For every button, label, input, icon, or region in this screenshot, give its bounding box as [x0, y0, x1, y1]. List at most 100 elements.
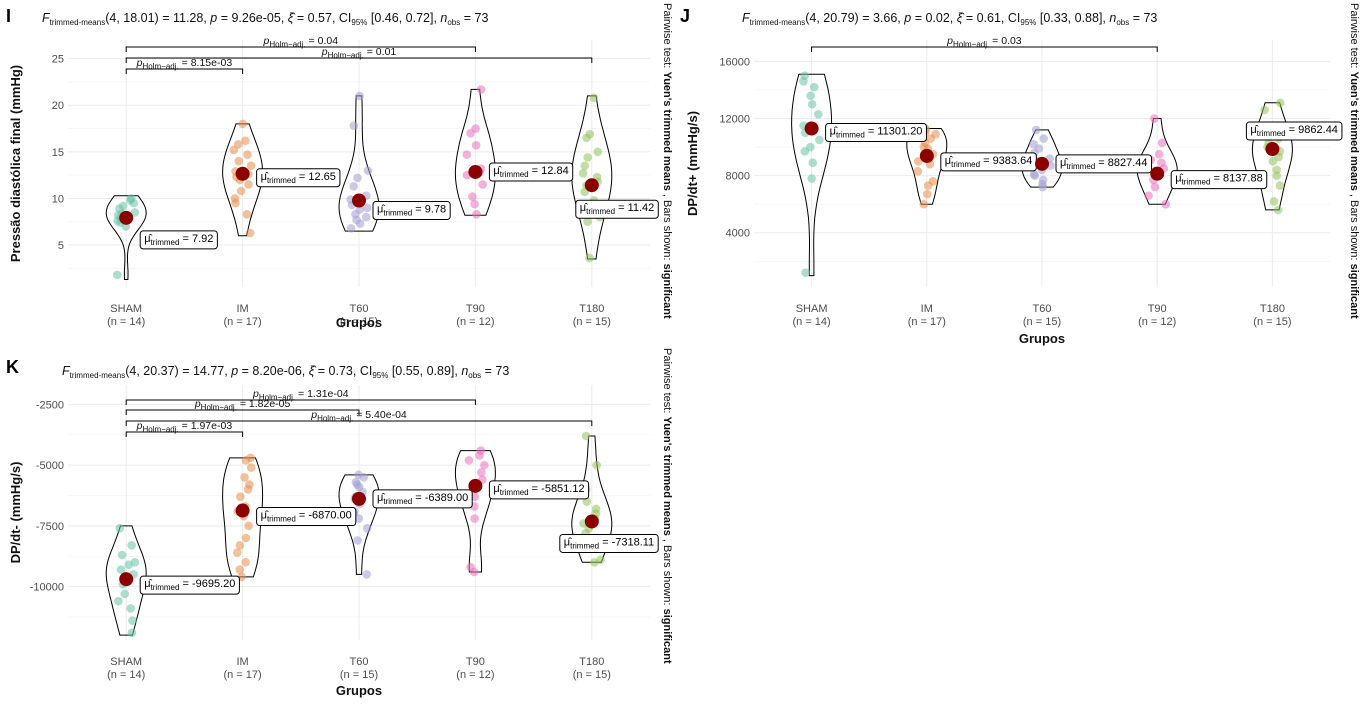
data-point [246, 453, 255, 463]
data-point [1150, 114, 1159, 123]
x-tick-label: T90 [1148, 303, 1167, 315]
data-point [235, 565, 245, 574]
mean-value: = 11.42 [615, 202, 654, 214]
data-point [596, 555, 605, 565]
stat-symbol: F [62, 364, 71, 378]
mean-label: μ̂trimmed = 11.42 [575, 199, 659, 219]
mean-point [584, 178, 599, 193]
mu-symbol: μ̂ [493, 165, 501, 177]
significance-bracket [125, 431, 244, 437]
mean-label-box [372, 489, 473, 509]
data-point [353, 536, 362, 545]
data-point [1260, 105, 1269, 115]
mean-label: μ̂trimmed = -7318.11 [559, 533, 659, 553]
mean-point [235, 166, 250, 181]
data-point [476, 446, 486, 455]
y-tick-label: 15 [52, 147, 64, 159]
panel-letter: J [680, 6, 690, 26]
mean-value: = -6389.00 [412, 492, 468, 504]
p-symbol: p [136, 57, 143, 69]
mean-label-box [372, 201, 451, 221]
bracket-p-value: = 0.01 [364, 46, 397, 58]
x-tick-count: (n = 15) [340, 316, 378, 328]
caption-test: Yuen's trimmed means [661, 416, 673, 535]
data-point [231, 198, 240, 208]
x-tick-label: IM [236, 656, 248, 668]
effect-size: = 0.73, CI [314, 364, 372, 378]
caption: Pairwise test: Yuen's trimmed means , Ba… [661, 348, 673, 664]
significance-bracket [125, 57, 593, 63]
significance-bracket [125, 68, 244, 74]
y-tick-label: 20 [52, 100, 64, 112]
data-point [585, 253, 594, 263]
data-point [363, 166, 373, 175]
data-point [585, 129, 595, 139]
data-point [814, 109, 823, 119]
mean-point [919, 148, 934, 163]
data-point [352, 480, 362, 489]
y-axis-title: DP/dt- (mmHg/s) [8, 462, 23, 564]
significance-bracket [811, 46, 1158, 52]
mean-label: μ̂trimmed = -6389.00 [372, 489, 473, 509]
mean-value: = 7.92 [179, 233, 213, 245]
mean-point [1265, 142, 1280, 157]
degrees-of-freedom: (4, 20.37) [125, 364, 179, 378]
mean-point [1150, 166, 1165, 181]
mean-label: μ̂trimmed = -5851.12 [488, 480, 590, 500]
x-tick-label: T180 [1260, 303, 1285, 315]
mu-symbol: μ̂ [580, 202, 588, 214]
x-axis-title: Grupos [336, 683, 382, 698]
data-point [480, 460, 489, 470]
x-tick-label: T60 [350, 303, 369, 315]
mean-label-text: μ̂trimmed = -7318.11 [564, 536, 654, 550]
data-point [931, 129, 940, 139]
data-point [349, 182, 358, 191]
mean-label-text: μ̂trimmed = 12.65 [261, 171, 336, 185]
mean-label-text: μ̂trimmed = -9695.20 [144, 578, 235, 592]
p-symbol: p [903, 11, 911, 25]
subtitle: Ftrimmed-means(4, 20.37) = 14.77, p = 8.… [62, 364, 509, 380]
p-symbol: p [209, 11, 217, 25]
caption: Pairwise test: Yuen's trimmed means , Ba… [1348, 3, 1360, 319]
data-point [592, 460, 601, 470]
data-point [243, 150, 252, 159]
mean-label-box [488, 162, 574, 182]
violin-outline [571, 95, 613, 260]
ci-subscript: 95% [351, 18, 367, 27]
data-point [472, 209, 481, 219]
mean-value: = 9383.64 [980, 155, 1032, 167]
data-point [1161, 199, 1170, 209]
p-value: = 0.02, [911, 11, 957, 25]
mean-subscript: trimmed [586, 207, 615, 216]
data-point [240, 472, 249, 482]
x-axis-title: Grupos [1019, 331, 1065, 346]
y-tick-label: -2500 [36, 399, 64, 411]
data-point [806, 142, 815, 152]
n-value: = 73 [1129, 11, 1157, 25]
mean-label-text: μ̂trimmed = 9383.64 [945, 155, 1033, 169]
data-point [922, 189, 932, 199]
mean-subscript: trimmed [151, 583, 180, 592]
y-tick-label: -7500 [36, 521, 64, 533]
violin-outline [222, 123, 264, 237]
mu-symbol: μ̂ [144, 578, 152, 590]
p-value: = 9.26e-05, [217, 11, 288, 25]
data-point [470, 514, 479, 523]
data-point [1157, 138, 1167, 148]
mean-label: μ̂trimmed = 8827.44 [1055, 154, 1153, 174]
bracket-subscript: Holm−adj. [317, 414, 353, 423]
data-point [578, 168, 588, 178]
mean-label: μ̂trimmed = -6870.00 [256, 507, 357, 527]
data-point [127, 540, 136, 550]
p-symbol: p [136, 420, 143, 432]
data-point [807, 99, 817, 109]
mean-label-box [256, 507, 357, 527]
mean-label: μ̂trimmed = 8137.88 [1170, 170, 1268, 190]
mean-label-box [1170, 170, 1268, 190]
n-symbol: n [1109, 11, 1116, 25]
caption-middle: , Bars shown: [661, 536, 673, 609]
data-point [130, 208, 140, 217]
mean-point [468, 164, 483, 179]
